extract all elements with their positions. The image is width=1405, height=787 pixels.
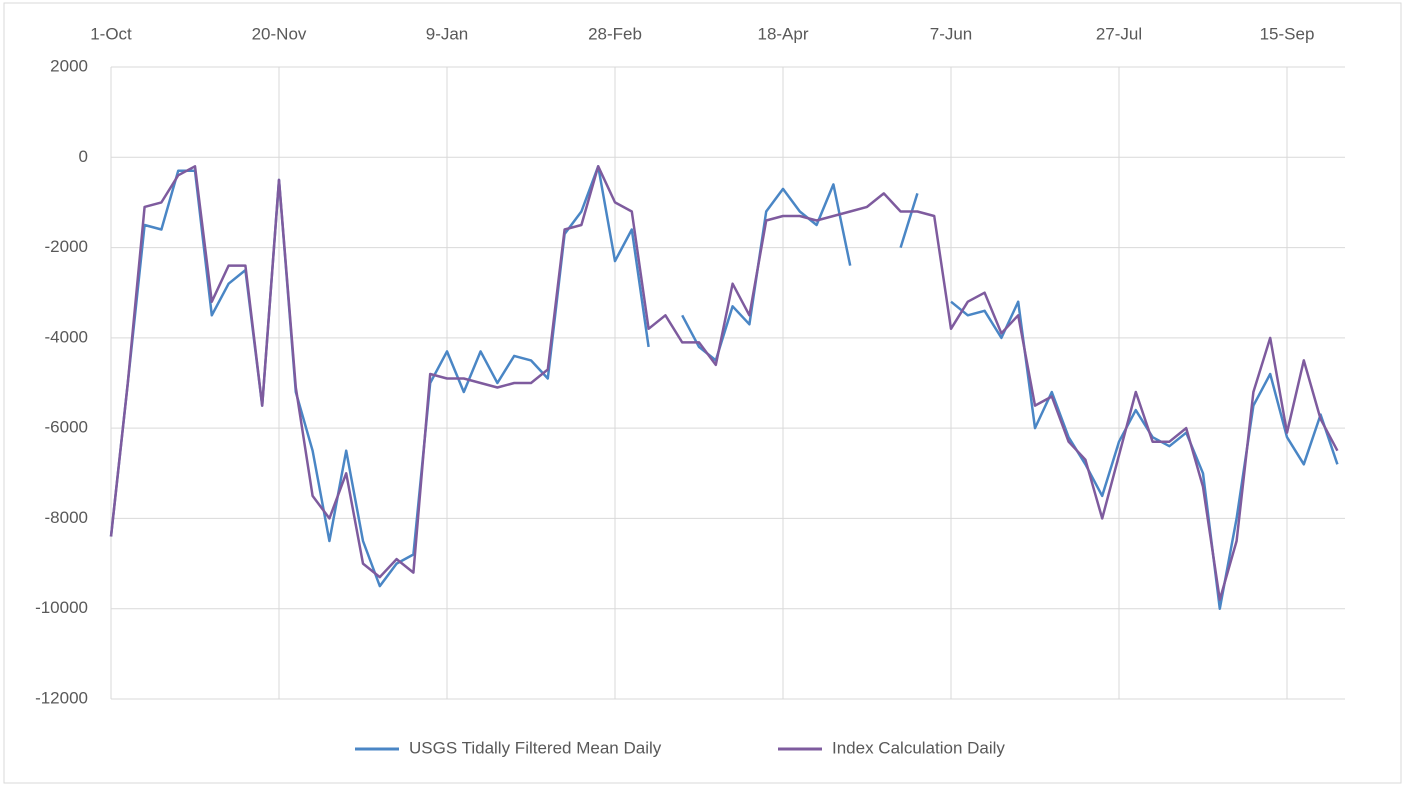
series-line: [109, 165, 1339, 610]
legend-label: Index Calculation Daily: [832, 738, 1005, 757]
legend-label: USGS Tidally Filtered Mean Daily: [409, 738, 662, 757]
y-tick-label: -4000: [45, 327, 88, 346]
x-tick-label: 7-Jun: [930, 24, 973, 43]
y-tick-label: -12000: [35, 688, 88, 707]
y-tick-label: 0: [79, 147, 88, 166]
y-tick-label: -6000: [45, 418, 88, 437]
x-tick-label: 9-Jan: [426, 24, 469, 43]
x-tick-label: 20-Nov: [252, 24, 307, 43]
x-tick-label: 1-Oct: [90, 24, 132, 43]
y-tick-label: -8000: [45, 508, 88, 527]
x-tick-label: 18-Apr: [757, 24, 808, 43]
y-tick-label: -2000: [45, 237, 88, 256]
x-tick-label: 28-Feb: [588, 24, 642, 43]
series-line: [109, 165, 1339, 601]
chart-border: [3, 2, 1402, 784]
x-tick-label: 15-Sep: [1260, 24, 1315, 43]
x-tick-label: 27-Jul: [1096, 24, 1142, 43]
y-tick-label: -10000: [35, 598, 88, 617]
y-tick-label: 2000: [50, 56, 88, 75]
